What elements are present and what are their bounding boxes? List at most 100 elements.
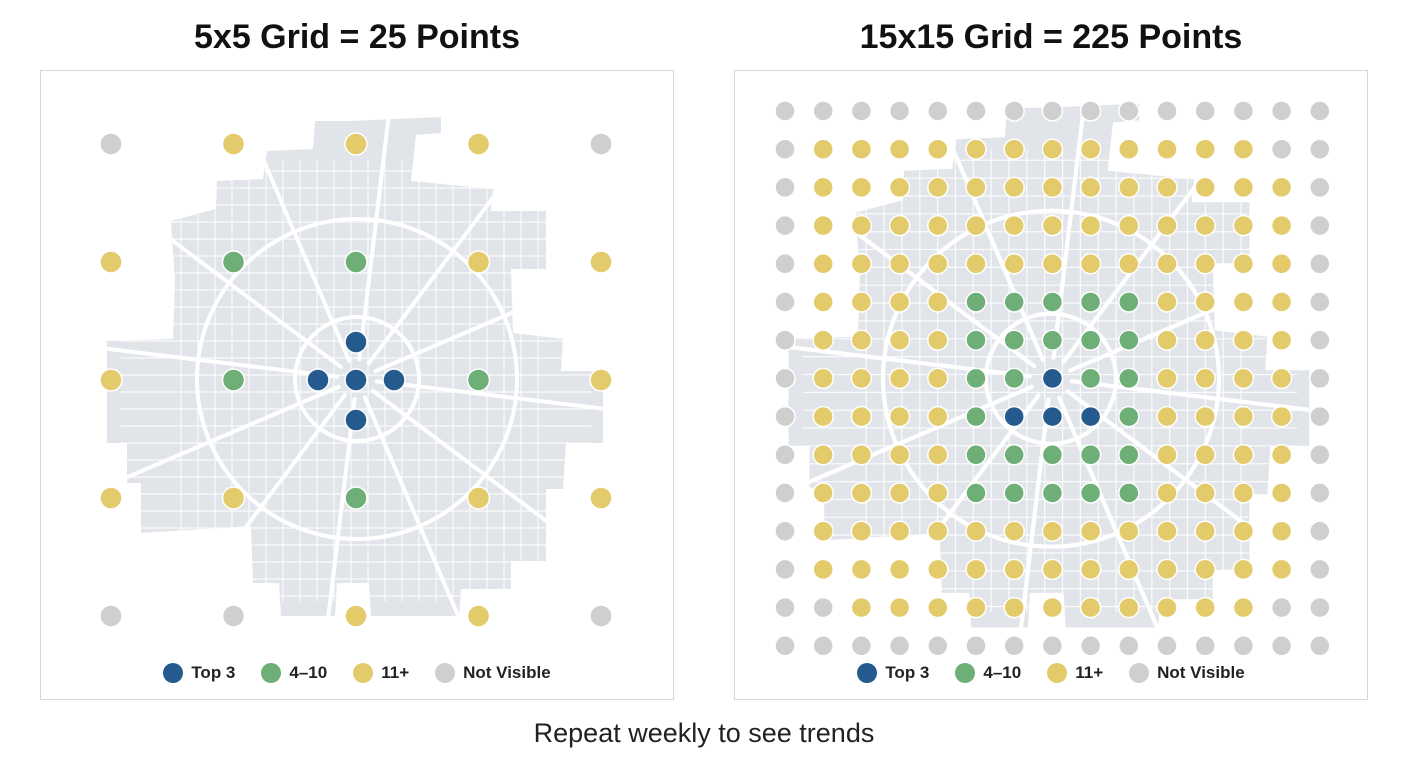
grid-point-gray <box>774 405 796 428</box>
legend-item-not-visible: Not Visible <box>435 663 551 683</box>
grid-point-yellow <box>1270 444 1293 466</box>
grid-point-yellow <box>850 520 873 542</box>
grid-point-yellow <box>99 250 123 274</box>
grid-point-yellow <box>589 486 613 510</box>
grid-point-yellow <box>965 138 987 160</box>
grid-point-gray <box>589 604 613 628</box>
grid-point-gray <box>774 291 796 313</box>
grid-point-gray <box>1309 138 1331 160</box>
grid-point-yellow <box>1156 176 1178 199</box>
grid-point-yellow <box>1232 520 1255 542</box>
grid-point-yellow <box>850 558 873 581</box>
grid-point-yellow <box>888 558 911 581</box>
grid-point-yellow <box>965 520 987 542</box>
legend-label-top3: Top 3 <box>191 663 236 682</box>
city-land-area <box>788 103 1310 628</box>
grid-point-yellow <box>1194 291 1216 313</box>
grid-point-gray <box>1232 100 1255 122</box>
highway <box>362 395 469 616</box>
highway <box>357 117 393 362</box>
grid-point-green <box>965 367 987 390</box>
grid-point-yellow <box>927 367 949 390</box>
grid-point-gray <box>927 635 949 657</box>
grid-point-gray <box>221 604 246 628</box>
grid-panel-15x15: Top 3 4–10 11+ Not Visible <box>734 70 1368 700</box>
grid-point-yellow <box>1156 596 1178 619</box>
grid-point-yellow <box>850 596 873 619</box>
grid-point-gray <box>1309 520 1331 542</box>
grid-point-yellow <box>1232 138 1255 160</box>
legend-swatch-top3 <box>163 663 184 683</box>
highway <box>788 384 1034 497</box>
legend-swatch-11plus <box>1047 663 1068 683</box>
grid-point-yellow <box>812 176 834 199</box>
grid-point-gray <box>774 138 796 160</box>
grid-point-gray <box>1156 635 1178 657</box>
grid-point-green <box>1079 444 1102 466</box>
grid-point-yellow <box>888 176 911 199</box>
grid-point-gray <box>1309 405 1331 428</box>
grid-point-gray <box>1309 214 1331 237</box>
highway <box>107 343 340 379</box>
grid-point-gray <box>774 596 796 619</box>
left-panel-title: 5x5 Grid = 25 Points <box>194 18 520 56</box>
grid-point-yellow <box>1270 558 1293 581</box>
grid-point-gray <box>774 100 796 122</box>
grid-point-green <box>344 486 368 510</box>
grid-point-gray <box>927 100 949 122</box>
grid-point-green <box>1079 482 1102 504</box>
grid-point-blue <box>344 368 368 392</box>
grid-point-green <box>1079 367 1102 390</box>
grid-point-gray <box>774 329 796 351</box>
outer-ring-road <box>195 217 519 541</box>
grid-point-yellow <box>1118 176 1140 199</box>
grid-point-yellow <box>927 558 949 581</box>
grid-point-yellow <box>1003 253 1025 275</box>
grid-point-yellow <box>965 558 987 581</box>
grid-point-yellow <box>1270 482 1293 504</box>
grid-point-green <box>1079 329 1102 351</box>
grid-point-green <box>1003 482 1025 504</box>
highway <box>1069 379 1310 416</box>
grid-point-yellow <box>1194 176 1216 199</box>
highway <box>1051 103 1089 360</box>
grid-point-green <box>965 444 987 466</box>
grid-panel-5x5: Top 3 4–10 11+ Not Visible <box>40 70 674 700</box>
grid-point-green <box>221 250 246 274</box>
grid-point-yellow <box>1079 520 1102 542</box>
grid-point-green <box>1003 367 1025 390</box>
highway <box>1057 395 1169 628</box>
grid-point-yellow <box>1232 329 1255 351</box>
grid-point-yellow <box>812 405 834 428</box>
grid-point-yellow <box>888 367 911 390</box>
grid-point-yellow <box>1232 444 1255 466</box>
grid-point-yellow <box>1232 405 1255 428</box>
highway <box>374 379 603 415</box>
grid-point-yellow <box>927 253 949 275</box>
grid-point-yellow <box>1156 329 1178 351</box>
grid-point-yellow <box>1079 138 1102 160</box>
grid-point-gray <box>1118 635 1140 657</box>
grid-point-yellow <box>812 138 834 160</box>
grid-point-gray <box>1309 444 1331 466</box>
grid-point-gray <box>1309 635 1331 657</box>
grid-point-yellow <box>927 138 949 160</box>
grid-point-yellow <box>1118 214 1140 237</box>
grid-point-gray <box>1270 596 1293 619</box>
grid-point-blue <box>344 408 368 432</box>
highway <box>107 384 341 491</box>
grid-point-yellow <box>1118 253 1140 275</box>
grid-point-yellow <box>1156 558 1178 581</box>
grid-point-green <box>1041 482 1064 504</box>
legend-item-top3: Top 3 <box>857 663 929 683</box>
legend-label-not-visible: Not Visible <box>463 663 551 682</box>
grid-point-gray <box>812 635 834 657</box>
grid-point-green <box>1118 405 1140 428</box>
grid-point-yellow <box>850 176 873 199</box>
grid-point-gray <box>1309 482 1331 504</box>
grid-point-gray <box>1309 291 1331 313</box>
grid-point-yellow <box>1156 444 1178 466</box>
grid-point-yellow <box>927 329 949 351</box>
grid-point-yellow <box>1156 214 1178 237</box>
grid-point-yellow <box>888 253 911 275</box>
